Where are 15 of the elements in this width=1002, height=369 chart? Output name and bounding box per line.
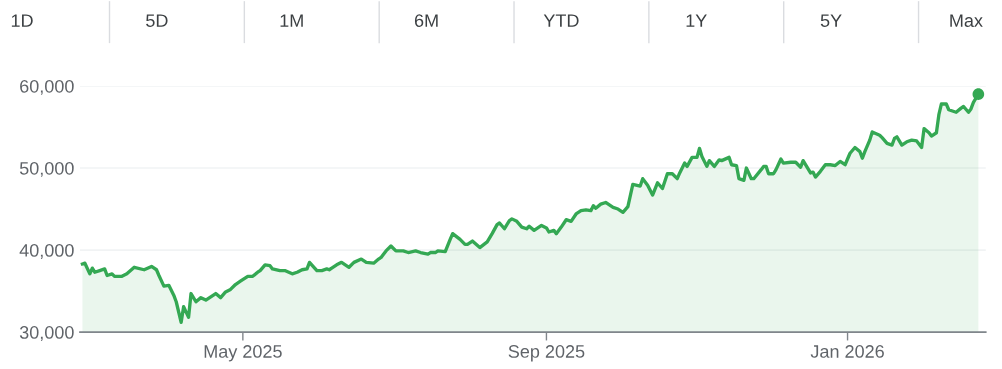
x-tick-label: May 2025 [204,345,282,362]
text: Max [950,14,983,27]
y-tick-label: 60,000 [20,79,74,95]
y-tick-label: 30,000 [19,326,74,341]
text: 1Y [686,14,707,27]
text: 1M [280,14,303,27]
text: 1D [11,14,33,27]
text: YTD [543,14,579,27]
x-tick-label: Sep 2025 [508,345,585,362]
text: 5D [146,14,168,27]
text: 6M [414,14,438,27]
x-tick-label: Jan 2026 [810,345,884,358]
y-tick-label: 50,000 [19,161,74,177]
text: 5Y [820,14,842,27]
y-tick-label: 40,000 [19,243,74,259]
